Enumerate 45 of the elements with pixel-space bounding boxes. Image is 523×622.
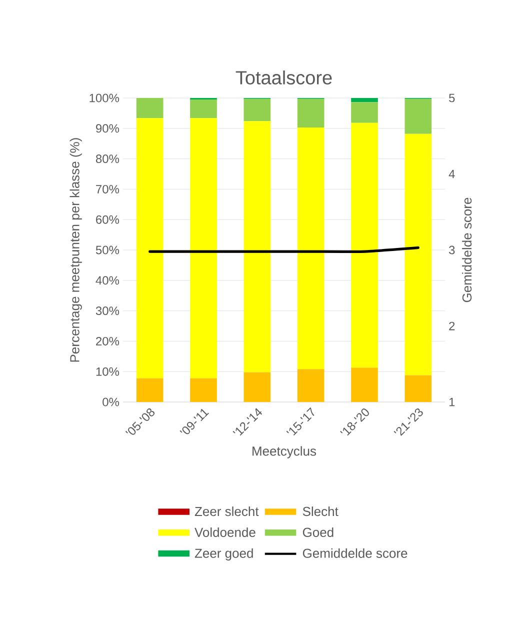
- bar: [190, 118, 217, 378]
- y-tick-label: 100%: [90, 94, 120, 102]
- x-axis-title: Meetcyclus: [252, 446, 316, 458]
- y2-tick-label: 5: [449, 94, 455, 102]
- y-tick-label: 10%: [96, 367, 120, 376]
- y2-tick-label: 1: [449, 398, 455, 406]
- bar: [136, 118, 164, 378]
- y2-tick-label: 4: [448, 170, 455, 178]
- bar: [404, 98, 432, 134]
- bar: [136, 98, 164, 118]
- y2-tick-label: 2: [449, 322, 455, 330]
- y-tick-label: 50%: [96, 246, 120, 254]
- bar: [297, 127, 324, 370]
- y-tick-label: 60%: [96, 215, 120, 224]
- legend-label: Goed: [302, 527, 334, 537]
- bar: [244, 372, 271, 402]
- legend-label: Zeer slecht: [194, 506, 259, 516]
- bar: [351, 98, 378, 102]
- y-tick-label: 20%: [96, 336, 120, 346]
- chart-title: Totaalscore: [236, 70, 332, 84]
- bar: [297, 98, 324, 128]
- bar: [190, 378, 217, 402]
- bar: [351, 368, 378, 402]
- bar: [404, 134, 432, 376]
- y-tick-label: 40%: [96, 276, 120, 285]
- y-tick-label: 70%: [96, 184, 120, 194]
- y-tick-label: 90%: [96, 124, 120, 133]
- bar: [190, 100, 217, 118]
- y-tick-label: 80%: [96, 154, 120, 164]
- bar: [351, 102, 378, 123]
- legend-label: Slecht: [302, 506, 338, 516]
- y-axis-title: Percentage meetpunten per klasse (%): [70, 138, 82, 362]
- bar: [404, 375, 432, 402]
- y-tick-label: 0%: [102, 398, 120, 406]
- bar: [136, 378, 164, 402]
- bar: [297, 369, 324, 402]
- bar: [244, 121, 271, 372]
- legend-label: Voldoende: [194, 527, 256, 537]
- y2-tick-label: 3: [448, 246, 455, 254]
- y-tick-label: 30%: [96, 306, 120, 316]
- legend-label: Gemiddelde score: [302, 548, 408, 558]
- legend-label: Zeer goed: [194, 548, 253, 560]
- bar: [244, 98, 271, 122]
- y2-axis-title: Gemiddelde score: [462, 198, 472, 302]
- bar: [351, 122, 378, 368]
